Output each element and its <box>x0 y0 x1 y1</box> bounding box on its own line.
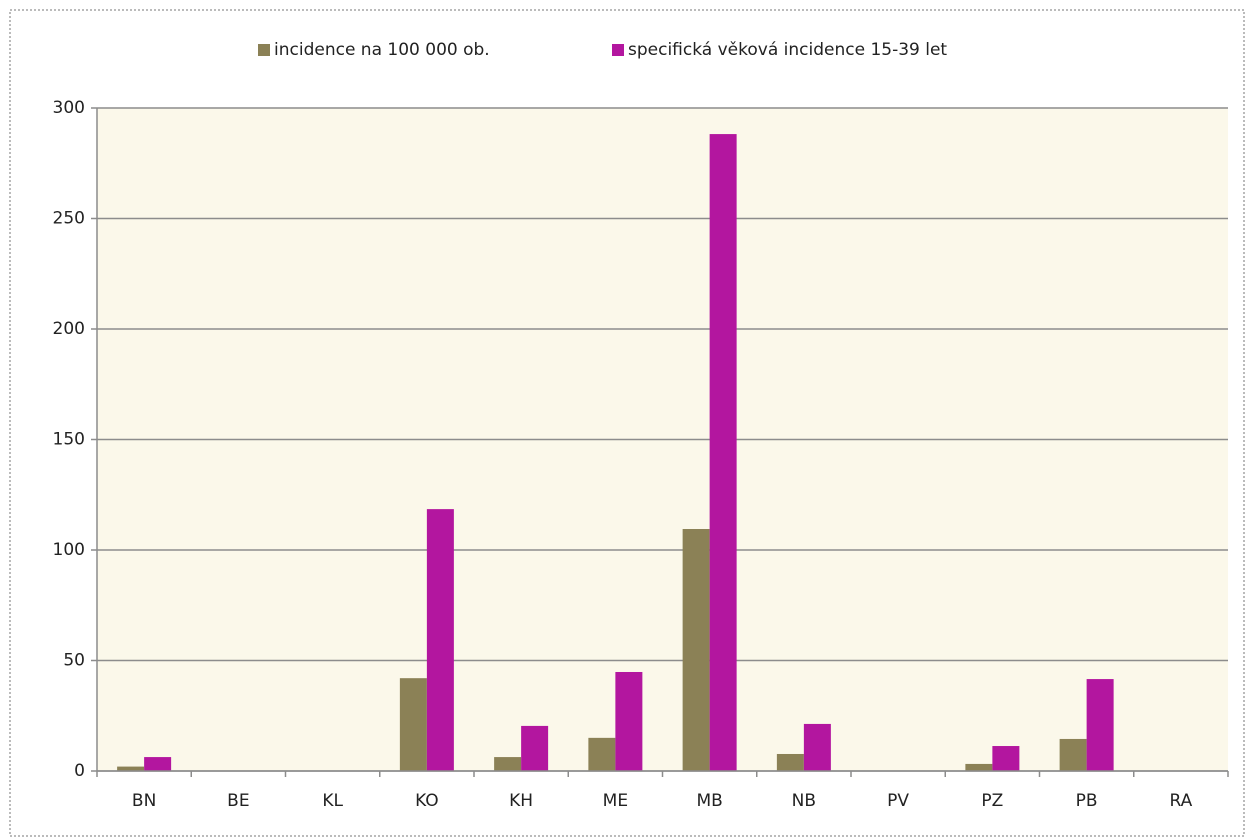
bar <box>615 671 643 771</box>
bar <box>117 766 145 771</box>
x-tick-label: MB <box>696 791 722 811</box>
x-tick-label: BN <box>132 791 156 811</box>
bar <box>494 757 522 771</box>
y-tick-label: 50 <box>63 651 85 671</box>
bar <box>709 134 737 771</box>
x-tick-label: RA <box>1169 791 1192 811</box>
bar <box>776 753 804 771</box>
legend-swatch <box>258 44 270 56</box>
legend-label: specifická věková incidence 15-39 let <box>628 40 947 60</box>
bar <box>1059 738 1087 771</box>
bar <box>992 746 1020 771</box>
x-tick-label: PB <box>1076 791 1098 811</box>
x-tick-label: KH <box>509 791 533 811</box>
x-tick-label: BE <box>227 791 249 811</box>
y-tick-label: 200 <box>53 319 85 339</box>
x-tick-label: PV <box>887 791 909 811</box>
bar <box>682 529 710 771</box>
bar <box>803 723 831 771</box>
y-tick-label: 100 <box>53 540 85 560</box>
x-tick-label: NB <box>792 791 816 811</box>
bar <box>399 678 427 771</box>
x-tick-label: KL <box>322 791 343 811</box>
x-tick-label: KO <box>415 791 439 811</box>
legend-label: incidence na 100 000 ob. <box>274 40 490 60</box>
bar <box>426 509 454 771</box>
bar <box>588 737 616 771</box>
bar <box>521 725 549 771</box>
y-tick-label: 150 <box>53 430 85 450</box>
x-tick-label: PZ <box>981 791 1003 811</box>
y-tick-label: 300 <box>53 98 85 118</box>
legend-swatch <box>612 44 624 56</box>
bar <box>1086 679 1114 771</box>
x-tick-label: ME <box>603 791 628 811</box>
bar <box>144 757 172 771</box>
y-tick-label: 250 <box>53 209 85 229</box>
bar <box>965 763 993 771</box>
y-tick-label: 0 <box>74 761 85 781</box>
